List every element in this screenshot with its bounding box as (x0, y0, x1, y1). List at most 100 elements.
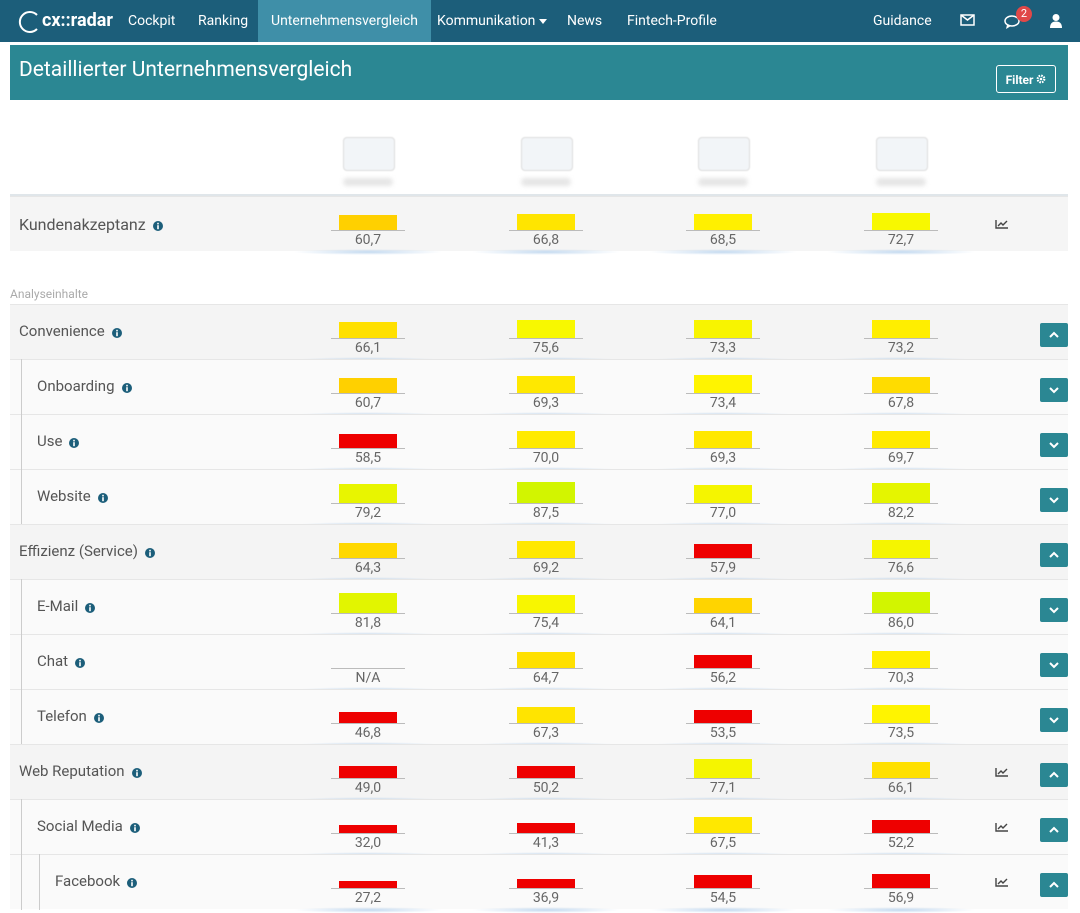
bar-baseline (864, 338, 938, 339)
toggle-button[interactable] (1040, 653, 1068, 677)
score-bar (694, 875, 752, 888)
user-icon[interactable] (1049, 13, 1063, 29)
info-icon[interactable] (112, 328, 122, 338)
bar-baseline (331, 338, 405, 339)
info-icon[interactable] (75, 658, 85, 668)
score-bar (694, 598, 752, 613)
nav-guidance[interactable]: Guidance (860, 0, 945, 42)
score-bar (872, 705, 930, 723)
toggle-button[interactable] (1040, 488, 1068, 512)
chevron-shape (1050, 553, 1058, 557)
bar-baseline (509, 613, 583, 614)
score-bar (872, 377, 930, 393)
row-label: Chat (37, 652, 68, 670)
score-label: 60,7 (328, 395, 408, 411)
score-label: 68,5 (683, 232, 763, 248)
bar-baseline (331, 723, 405, 724)
score-label: 41,3 (506, 835, 586, 851)
filter-button[interactable]: Filter (996, 65, 1056, 93)
toggle-button[interactable] (1040, 708, 1068, 732)
info-icon[interactable] (130, 823, 140, 833)
trend-icon[interactable] (995, 219, 1009, 229)
nav-item[interactable]: Unternehmensvergleich (258, 0, 431, 42)
nav-item[interactable]: News (554, 0, 615, 42)
trend-icon[interactable] (995, 767, 1009, 777)
nav-item[interactable]: Kommunikation (424, 0, 559, 42)
info-icon[interactable] (122, 383, 132, 393)
score-label: 86,0 (861, 615, 941, 631)
score-bar (694, 544, 752, 558)
company-name-blurred (521, 178, 571, 186)
info-icon[interactable] (85, 603, 95, 613)
table-row: Facebook27,236,954,556,9 (10, 854, 1068, 909)
nav-item[interactable]: Fintech-Profile (614, 0, 730, 42)
info-icon[interactable] (153, 221, 163, 231)
score-bar (339, 322, 397, 338)
logo[interactable]: cx::radar (42, 10, 113, 31)
chevron-shape (1050, 718, 1058, 722)
toggle-button[interactable] (1040, 543, 1068, 567)
info-icon[interactable] (94, 713, 104, 723)
table-row: Kundenakzeptanz60,766,868,572,7 (10, 196, 1068, 251)
toggle-button[interactable] (1040, 818, 1068, 842)
bar-baseline (864, 393, 938, 394)
bar-baseline (509, 888, 583, 889)
info-icon[interactable] (127, 878, 137, 888)
bar-baseline (864, 448, 938, 449)
row-label: E-Mail (37, 597, 78, 615)
score-label: 53,5 (683, 725, 763, 741)
score-label: 76,6 (861, 560, 941, 576)
score-bar (694, 485, 752, 503)
info-icon[interactable] (132, 768, 142, 778)
table-row: Use58,570,069,369,7 (10, 414, 1068, 469)
score-bar (339, 766, 397, 778)
nav-item[interactable]: Ranking (185, 0, 261, 42)
trend-icon[interactable] (995, 877, 1009, 887)
score-label: 64,7 (506, 670, 586, 686)
trend-shape (996, 220, 1008, 228)
row-glow (648, 249, 798, 255)
company-logo[interactable] (343, 137, 395, 171)
score-bar (872, 592, 930, 613)
nav-item[interactable]: Cockpit (115, 0, 188, 42)
bar-baseline (331, 230, 405, 231)
row-label: Website (37, 487, 91, 505)
score-bar (872, 651, 930, 668)
toggle-button[interactable] (1040, 763, 1068, 787)
info-icon[interactable] (69, 438, 79, 448)
bar-baseline (686, 723, 760, 724)
company-logo[interactable] (876, 137, 928, 171)
toggle-button[interactable] (1040, 598, 1068, 622)
score-label: 69,3 (506, 395, 586, 411)
score-bar (339, 484, 397, 503)
score-bar (517, 541, 575, 558)
company-logo[interactable] (521, 137, 573, 171)
info-icon[interactable] (98, 493, 108, 503)
bar-baseline (509, 723, 583, 724)
chevron-shape (1050, 773, 1058, 777)
toggle-button[interactable] (1040, 323, 1068, 347)
info-dot (74, 440, 76, 442)
chevron-shape (1050, 333, 1058, 337)
score-bar (872, 540, 930, 558)
toggle-button[interactable] (1040, 378, 1068, 402)
company-logo[interactable] (698, 137, 750, 171)
chevron-shape (1050, 443, 1058, 447)
info-icon[interactable] (145, 548, 155, 558)
toggle-button[interactable] (1040, 433, 1068, 457)
info-dot (149, 550, 151, 552)
score-label: 72,7 (861, 232, 941, 248)
table-row: Onboarding60,769,373,467,8 (10, 359, 1068, 414)
trend-icon[interactable] (995, 822, 1009, 832)
info-stem (157, 225, 159, 229)
info-dot (116, 330, 118, 332)
bar-baseline (509, 448, 583, 449)
table-row: Effizienz (Service)64,369,257,976,6 (10, 524, 1068, 579)
info-dot (134, 825, 136, 827)
chevron-shape (1050, 608, 1058, 612)
bar-baseline (686, 503, 760, 504)
mail-icon[interactable] (960, 14, 976, 28)
row-label: Use (37, 432, 62, 450)
bar-baseline (509, 230, 583, 231)
toggle-button[interactable] (1040, 873, 1068, 897)
